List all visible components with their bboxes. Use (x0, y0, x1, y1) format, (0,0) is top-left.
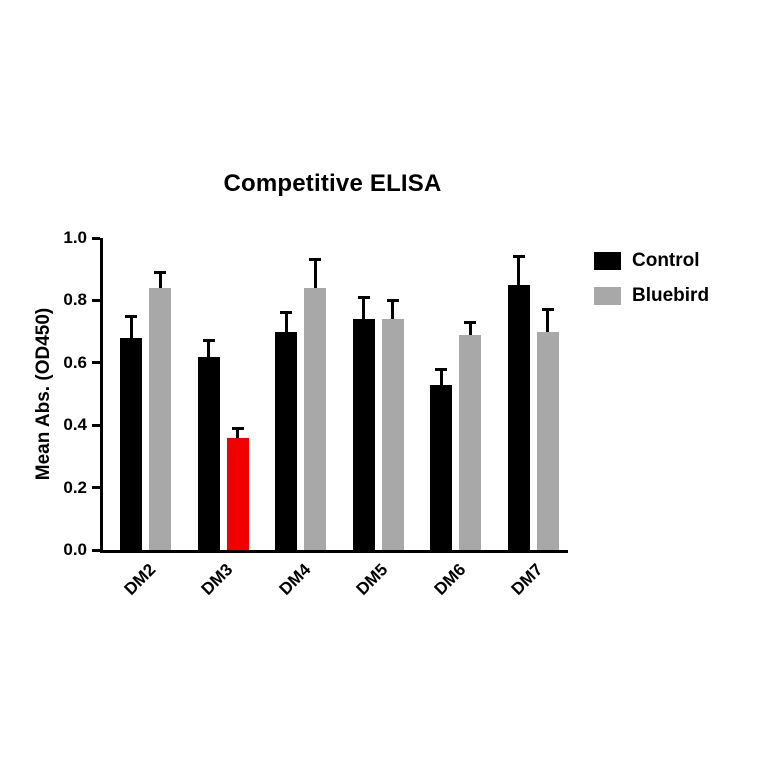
legend-item-bluebird: Bluebird (594, 285, 709, 307)
x-axis-label-dm4: DM4 (275, 560, 314, 599)
error-bar-control-dm2 (129, 316, 133, 338)
y-axis-tick-label: 0.2 (63, 477, 87, 497)
y-axis-tick-label: 0.8 (63, 290, 87, 310)
error-bar-bluebird-dm2 (158, 272, 162, 288)
y-axis-tick-label: 0.4 (63, 415, 87, 435)
error-bar-cap-control-dm4 (280, 311, 292, 315)
y-axis-title: Mean Abs. (OD450) (33, 307, 54, 481)
x-axis-label-dm5: DM5 (352, 560, 392, 599)
error-bar-cap-bluebird-dm4 (309, 258, 321, 262)
bar-control-dm6 (430, 384, 452, 550)
error-bar-cap-bluebird-dm3 (231, 426, 244, 430)
error-bar-control-dm5 (362, 297, 365, 320)
error-bar-cap-control-dm3 (202, 339, 215, 343)
x-axis-label-dm2: DM2 (120, 560, 159, 599)
bar-control-dm4 (275, 331, 297, 550)
error-bar-cap-bluebird-dm5 (386, 298, 399, 302)
y-axis-tick-label: 0.0 (63, 540, 87, 559)
error-bar-cap-bluebird-dm6 (464, 320, 476, 324)
legend-label-bluebird: Bluebird (632, 285, 710, 306)
error-bar-bluebird-dm6 (468, 322, 472, 335)
error-bar-cap-bluebird-dm7 (541, 308, 554, 312)
error-bar-control-dm6 (439, 369, 443, 385)
bar-bluebird-dm3 (226, 437, 249, 550)
legend-item-control: Control (594, 250, 709, 272)
y-axis-tick-label: 1.0 (63, 228, 87, 247)
error-bar-cap-control-dm5 (357, 295, 370, 299)
error-bar-cap-control-dm6 (435, 367, 447, 371)
bar-control-dm2 (120, 337, 142, 550)
legend-label-control: Control (632, 250, 700, 271)
bar-bluebird-dm7 (536, 331, 559, 550)
bar-control-dm5 (352, 319, 375, 550)
error-bar-control-dm4 (284, 312, 288, 332)
bar-bluebird-dm2 (149, 287, 171, 550)
error-bar-bluebird-dm4 (313, 259, 317, 288)
y-axis-tick (92, 298, 100, 302)
error-bar-control-dm3 (207, 340, 210, 357)
x-axis-label-dm7: DM7 (507, 560, 547, 599)
error-bar-bluebird-dm3 (236, 428, 239, 438)
bar-bluebird-dm6 (459, 334, 481, 550)
y-axis-tick-label: 0.6 (63, 352, 87, 372)
bar-bluebird-dm4 (304, 287, 326, 550)
legend-swatch-bluebird (594, 287, 621, 305)
chart-title: Competitive ELISA (223, 170, 442, 197)
error-bar-cap-control-dm7 (512, 255, 525, 259)
y-axis-tick (92, 486, 100, 490)
error-bar-bluebird-dm5 (391, 300, 394, 320)
legend-swatch-control (594, 252, 621, 270)
y-axis-tick (92, 423, 100, 427)
legend: Control Bluebird (594, 250, 709, 320)
bar-bluebird-dm5 (381, 319, 404, 550)
y-axis-tick (92, 361, 100, 365)
y-axis-tick (92, 548, 100, 552)
bar-control-dm7 (507, 284, 530, 550)
plot-area: 0.0 0.2 0.4 0.6 0.8 1.0 DM2 DM3 DM4 DM5 DM6 DM7 (63, 228, 568, 599)
x-axis-label-dm6: DM6 (430, 560, 469, 599)
error-bar-cap-bluebird-dm2 (154, 270, 166, 274)
x-axis-label-dm3: DM3 (197, 560, 237, 599)
error-bar-bluebird-dm7 (546, 309, 549, 332)
bar-control-dm3 (197, 356, 220, 550)
error-bar-cap-control-dm2 (125, 314, 137, 318)
error-bar-control-dm7 (517, 256, 520, 285)
y-axis-tick (92, 236, 100, 240)
